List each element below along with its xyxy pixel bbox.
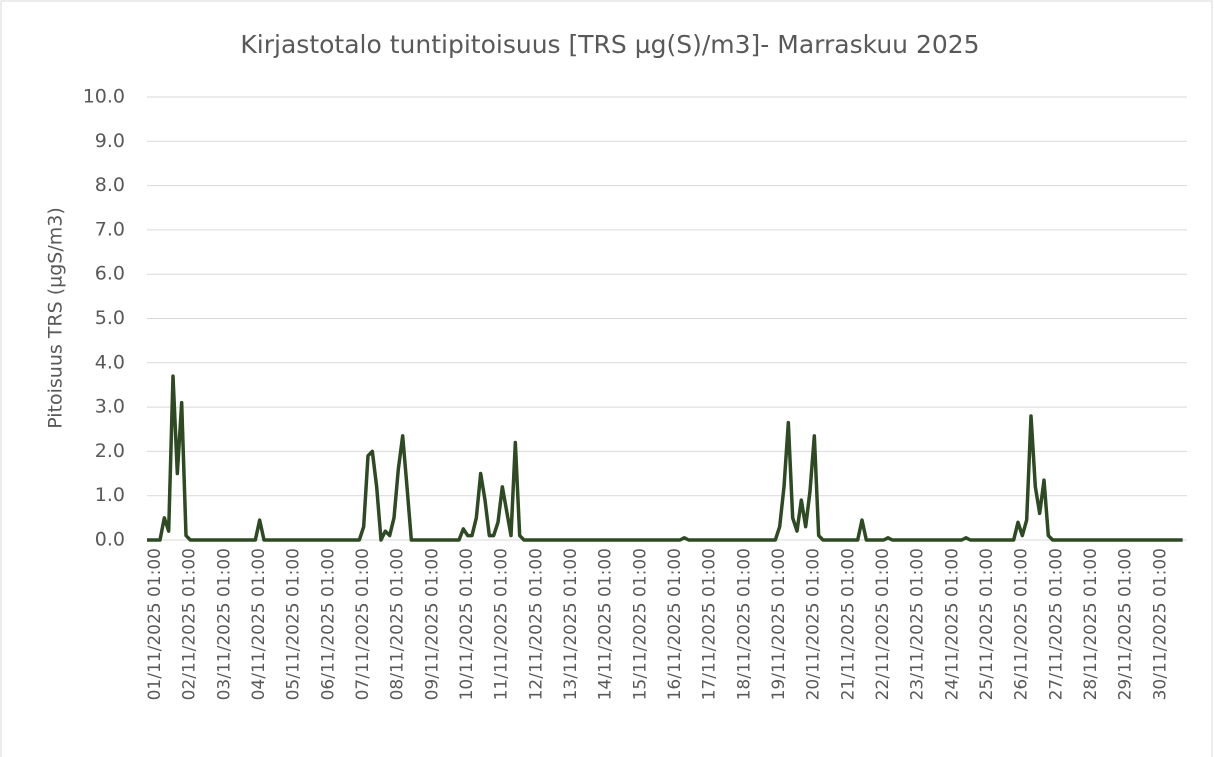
x-tick-label: 28/11/2025 01:00	[1081, 548, 1101, 700]
x-tick-label: 19/11/2025 01:00	[769, 548, 789, 700]
x-tick-label: 30/11/2025 01:00	[1150, 548, 1170, 700]
x-tick-label: 11/11/2025 01:00	[492, 548, 512, 700]
x-tick-label: 07/11/2025 01:00	[353, 548, 373, 700]
x-tick-label: 29/11/2025 01:00	[1116, 548, 1136, 700]
x-tick-label: 06/11/2025 01:00	[318, 548, 338, 700]
x-tick-label: 25/11/2025 01:00	[977, 548, 997, 700]
x-tick-label: 08/11/2025 01:00	[388, 548, 408, 700]
x-tick-label: 16/11/2025 01:00	[665, 548, 685, 700]
y-tick-label: 3.0	[95, 396, 125, 418]
x-tick-label: 15/11/2025 01:00	[630, 548, 650, 700]
y-tick-label: 9.0	[95, 130, 125, 152]
x-tick-label: 05/11/2025 01:00	[284, 548, 304, 700]
y-tick-label: 8.0	[95, 174, 125, 196]
x-tick-label: 21/11/2025 01:00	[838, 548, 858, 700]
chart-title: Kirjastotalo tuntipitoisuus [TRS µg(S)/m…	[240, 30, 979, 59]
data-line	[147, 374, 1183, 542]
x-tick-label: 14/11/2025 01:00	[596, 548, 616, 700]
x-tick-label: 04/11/2025 01:00	[249, 548, 269, 700]
y-tick-label: 0.0	[95, 529, 125, 551]
y-tick-label: 4.0	[95, 351, 125, 373]
x-tick-label: 13/11/2025 01:00	[561, 548, 581, 700]
y-tick-label: 10.0	[83, 86, 125, 108]
x-tick-label: 09/11/2025 01:00	[422, 548, 442, 700]
x-tick-label: 23/11/2025 01:00	[908, 548, 928, 700]
x-tick-label: 27/11/2025 01:00	[1046, 548, 1066, 700]
x-tick-label: 26/11/2025 01:00	[1012, 548, 1032, 700]
y-tick-label: 7.0	[95, 218, 125, 240]
x-tick-label: 17/11/2025 01:00	[700, 548, 720, 700]
x-tick-label: 12/11/2025 01:00	[526, 548, 546, 700]
x-tick-label: 01/11/2025 01:00	[145, 548, 165, 700]
x-tick-label: 02/11/2025 01:00	[180, 548, 200, 700]
x-tick-label: 10/11/2025 01:00	[457, 548, 477, 700]
x-tick-label: 22/11/2025 01:00	[873, 548, 893, 700]
y-tick-label: 5.0	[95, 307, 125, 329]
x-tick-label: 24/11/2025 01:00	[942, 548, 962, 700]
x-tick-label: 03/11/2025 01:00	[214, 548, 234, 700]
x-tick-label: 20/11/2025 01:00	[804, 548, 824, 700]
y-tick-label: 6.0	[95, 263, 125, 285]
y-axis-title: Pitoisuus TRS (µgS/m3)	[45, 207, 67, 429]
y-tick-label: 2.0	[95, 440, 125, 462]
y-tick-label: 1.0	[95, 484, 125, 506]
x-tick-label: 18/11/2025 01:00	[734, 548, 754, 700]
